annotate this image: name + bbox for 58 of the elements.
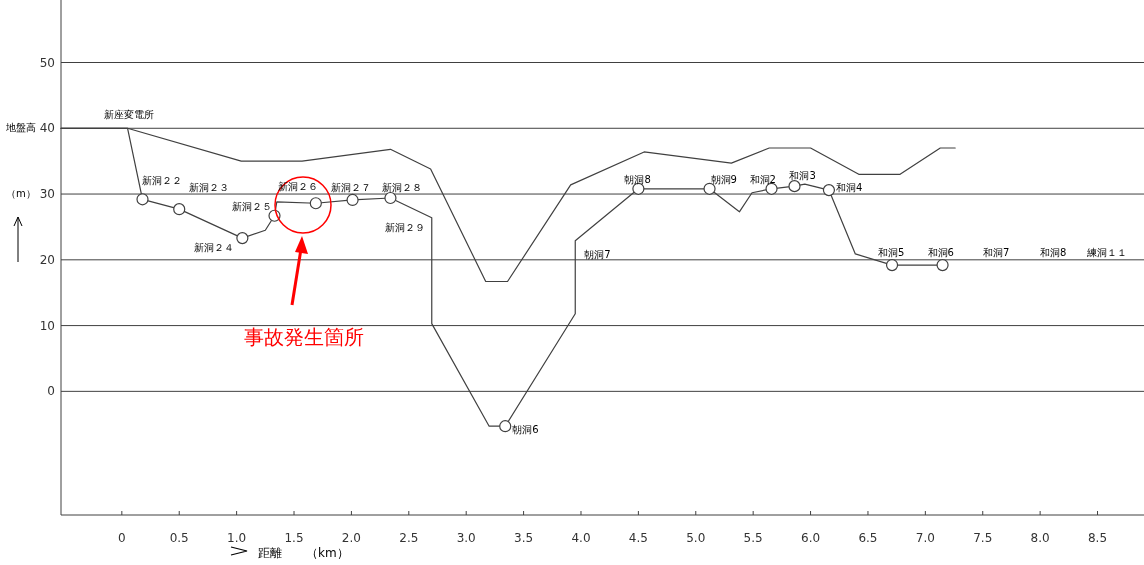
annotation: 朝洞8 — [624, 173, 651, 185]
point — [236, 232, 249, 245]
y-tick-label: 40 — [39, 121, 55, 136]
annotation: 新洞２７ — [330, 181, 371, 193]
x-tick-label: 5.0 — [686, 531, 706, 545]
point — [885, 258, 899, 272]
annotation: 新洞２２ — [142, 175, 183, 187]
annotation: 和洞6 — [927, 247, 954, 259]
x-tick-label: 3.5 — [514, 531, 534, 545]
point — [136, 193, 149, 206]
x-axis-title: 距離 （km） — [258, 546, 349, 560]
annotation: 練洞１１ — [1086, 247, 1127, 258]
point — [499, 420, 512, 433]
x-tick-label: 0 — [118, 531, 126, 545]
annotation: 朝洞9 — [710, 173, 737, 185]
x-tick-label: 3.0 — [456, 531, 476, 545]
x-tick-label: 6.5 — [858, 531, 878, 545]
x-tick-label: 2.5 — [399, 531, 419, 545]
y-tick-label: 20 — [39, 252, 55, 267]
x-tick-label: 7.0 — [915, 531, 935, 545]
point — [822, 184, 836, 197]
x-tick-label: 5.5 — [743, 531, 763, 545]
y-tick-label: 0 — [47, 384, 55, 399]
point — [936, 258, 949, 272]
text: （m） — [6, 188, 36, 199]
annotation: 朝洞6 — [512, 424, 539, 436]
annotation: 和洞4 — [835, 182, 863, 194]
point — [309, 197, 322, 210]
annotation: 和洞8 — [1040, 247, 1067, 258]
annotation: 新座変電所 — [103, 109, 154, 121]
x-tick-label: 7.5 — [973, 531, 993, 545]
x-tick-label: 6.0 — [801, 531, 821, 545]
annotation: 事故発生箇所 — [244, 325, 364, 349]
annotation: 和洞2 — [749, 173, 776, 185]
x-tick-label: 8.5 — [1087, 531, 1108, 545]
x-tick-label: 0.5 — [169, 531, 189, 545]
annotation: 和洞7 — [983, 247, 1010, 258]
y-tick-label: 10 — [39, 318, 55, 333]
x-tick-label: 1.5 — [284, 531, 304, 545]
y-tick-label: 30 — [39, 187, 55, 202]
x-tick-label: 4.0 — [571, 531, 591, 545]
x-tick-label: 1.0 — [227, 531, 247, 545]
annotation: 和洞5 — [878, 247, 905, 259]
x-tick-label: 8.0 — [1030, 531, 1050, 545]
x-tick-label: 2.0 — [341, 531, 361, 545]
y-axis-title: 地盤高 — [5, 122, 36, 133]
annotation: 新洞２４ — [194, 242, 235, 254]
point — [173, 203, 186, 216]
annotation: 朝洞7 — [584, 248, 611, 260]
annotation: 新洞２５ — [231, 200, 272, 212]
annotation: 新洞２９ — [384, 221, 425, 233]
annotation: 新洞２８ — [382, 181, 423, 193]
annotation: 和洞3 — [789, 170, 816, 182]
x-tick-label: 4.5 — [628, 531, 648, 545]
y-tick-label: 50 — [39, 55, 55, 70]
point — [788, 180, 801, 193]
point — [346, 193, 359, 207]
annotation: 新洞２３ — [189, 182, 230, 194]
